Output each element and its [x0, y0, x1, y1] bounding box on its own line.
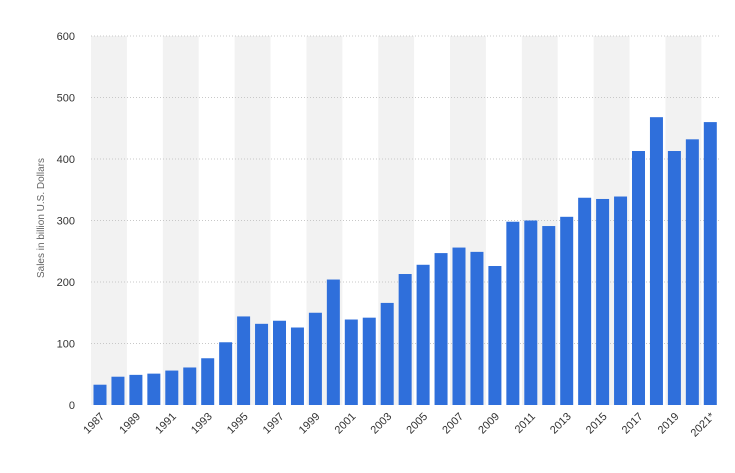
- y-tick-label: 600: [57, 31, 75, 43]
- bar-2001: [344, 319, 358, 405]
- x-tick-label: 2017: [620, 411, 646, 437]
- y-tick-label: 300: [57, 216, 75, 228]
- x-tick-label: 1989: [117, 411, 143, 437]
- y-tick-label: 500: [57, 93, 75, 105]
- bar-2002: [362, 317, 376, 405]
- bar-2019: [667, 151, 681, 405]
- bar-2000: [326, 279, 340, 405]
- bar-2012: [542, 226, 556, 405]
- bar-2013: [560, 216, 574, 405]
- x-tick-label: 1999: [297, 411, 323, 437]
- x-tick-label: 2007: [440, 411, 466, 437]
- x-tick-label: 2003: [369, 411, 395, 437]
- bar-1990: [147, 373, 161, 405]
- x-tick-label: 1995: [225, 411, 251, 437]
- x-tick-label: 2021*: [689, 410, 718, 439]
- bar-1995: [237, 316, 251, 405]
- bar-2007: [452, 247, 466, 405]
- background-band: [162, 36, 199, 405]
- x-tick-label: 1993: [189, 411, 215, 437]
- bars: [93, 117, 717, 406]
- x-tick-label: 2001: [333, 411, 359, 437]
- bar-2005: [416, 264, 430, 405]
- y-tick-label: 200: [57, 277, 75, 289]
- bar-2015: [596, 198, 610, 405]
- bar-1994: [219, 342, 233, 405]
- bar-2017: [632, 151, 645, 405]
- x-tick-label: 1997: [261, 411, 287, 437]
- y-axis-ticks: 0 100 200 300 400 500 600: [57, 31, 75, 412]
- bar-1993: [201, 358, 215, 405]
- bar-2010: [506, 221, 520, 405]
- bar-2008: [470, 251, 484, 405]
- bar-2020: [685, 139, 699, 405]
- x-tick-label: 2015: [584, 411, 610, 437]
- y-tick-label: 100: [57, 339, 75, 351]
- bar-2004: [398, 274, 412, 405]
- y-axis-label: Sales in billion U.S. Dollars: [36, 158, 47, 278]
- bar-2009: [488, 266, 502, 405]
- x-tick-label: 2005: [404, 411, 430, 437]
- x-axis-ticks: 1987 1989 1991 1993 1995 1997 1999 2001 2003 2005…: [81, 410, 718, 439]
- bar-1996: [255, 323, 269, 405]
- bar-1999: [308, 312, 322, 405]
- bar-1989: [129, 374, 143, 405]
- bar-1997: [273, 320, 286, 405]
- bar-2003: [380, 302, 394, 405]
- bar-2011: [524, 220, 538, 405]
- bar-1998: [290, 327, 304, 405]
- alternating-bands: [91, 36, 702, 405]
- x-tick-label: 1991: [153, 411, 179, 437]
- bar-1988: [111, 376, 125, 405]
- bar-1991: [165, 370, 179, 405]
- bar-1992: [183, 367, 197, 405]
- x-tick-label: 1987: [81, 411, 107, 437]
- bar-1987: [93, 384, 107, 405]
- bar-2016: [614, 196, 628, 405]
- bar-2014: [578, 197, 592, 405]
- x-tick-label: 2011: [513, 411, 538, 436]
- x-tick-label: 2019: [656, 411, 682, 437]
- x-tick-label: 2013: [548, 411, 574, 437]
- bar-2021: [703, 122, 717, 405]
- bar-2018: [649, 117, 663, 406]
- y-tick-label: 400: [57, 154, 75, 166]
- x-tick-label: 2009: [476, 411, 502, 437]
- y-tick-label: 0: [69, 400, 75, 412]
- bar-2006: [434, 253, 448, 405]
